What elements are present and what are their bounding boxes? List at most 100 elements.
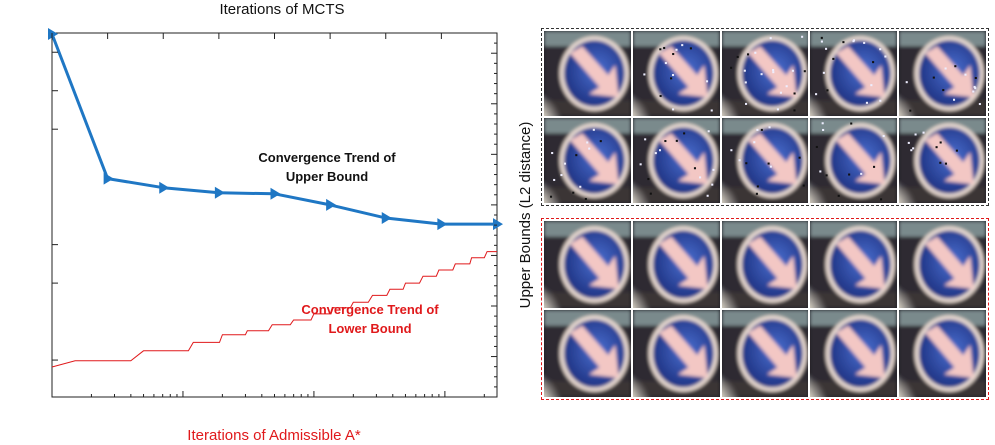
- sign-graphic: [632, 31, 720, 116]
- sign-graphic: [899, 221, 986, 308]
- right-axis-title: Upper Bounds (L2 distance): [517, 122, 534, 309]
- perturbation-pixel: [756, 185, 759, 188]
- perturbation-pixel: [838, 194, 841, 197]
- sign-graphic: [899, 31, 986, 116]
- sign-graphic: [899, 118, 986, 203]
- perturbation-pixel: [942, 89, 945, 92]
- perturbation-pixel: [659, 95, 662, 98]
- perturbation-pixel: [698, 176, 701, 179]
- lower-bound-annotation-line-2: Lower Bound: [328, 321, 411, 336]
- perturbation-pixel: [664, 62, 667, 65]
- perturbation-pixel: [944, 67, 947, 70]
- perturbation-pixel: [793, 109, 796, 112]
- upper-bound-point: [493, 218, 503, 231]
- perturbation-pixel: [932, 76, 936, 79]
- sign-graphic: [810, 31, 898, 116]
- perturbation-pixel: [575, 154, 578, 157]
- upper-bound-point: [437, 218, 448, 231]
- perturbation-pixel: [956, 149, 959, 152]
- sign-thumbnail: [899, 221, 986, 308]
- upper-bound-point: [103, 172, 114, 185]
- perturbation-pixel: [860, 172, 863, 175]
- perturbation-pixel: [819, 170, 822, 173]
- perturbation-pixel: [752, 141, 755, 144]
- perturbation-pixel: [705, 80, 708, 83]
- sign-graphic: [721, 310, 809, 397]
- perturbation-pixel: [744, 81, 747, 84]
- perturbation-pixel: [850, 122, 853, 125]
- perturbation-pixel: [822, 122, 825, 125]
- perturbation-pixel: [712, 168, 715, 171]
- perturbation-pixel: [822, 128, 825, 132]
- perturbation-pixel: [866, 101, 869, 104]
- perturbation-pixel: [755, 192, 758, 195]
- sign-graphic: [721, 118, 809, 203]
- perturbation-pixel: [553, 178, 556, 181]
- sign-graphic: [721, 221, 809, 308]
- perturbation-pixel: [815, 93, 818, 96]
- perturbation-pixel: [832, 57, 835, 60]
- perturbation-pixel: [825, 174, 829, 177]
- perturbation-pixel: [643, 73, 646, 76]
- sign-graphic: [544, 118, 631, 203]
- sign-graphic: [721, 31, 809, 116]
- perturbation-pixel: [746, 53, 749, 56]
- perturbation-pixel: [599, 140, 602, 143]
- bottom-axis-title: Iterations of Admissible A*: [187, 427, 361, 444]
- perturbation-pixel: [664, 140, 667, 143]
- perturbation-pixel: [884, 55, 887, 58]
- perturbation-pixel: [710, 109, 713, 112]
- perturbation-pixel: [791, 69, 794, 72]
- sign-graphic: [544, 221, 631, 308]
- perturbation-pixel: [872, 61, 875, 64]
- perturbation-pixel: [964, 73, 967, 76]
- perturbation-pixel: [802, 184, 805, 187]
- perturbation-pixel: [729, 149, 733, 152]
- perturbation-pixel: [816, 145, 819, 149]
- perturbation-pixel: [914, 133, 917, 136]
- perturbation-pixel: [821, 40, 824, 43]
- perturbation-pixel: [953, 98, 956, 101]
- sign-graphic: [544, 31, 631, 116]
- perturbation-pixel: [753, 51, 756, 54]
- sign-thumbnail: [721, 310, 809, 397]
- perturbation-pixel: [798, 156, 801, 159]
- sign-thumbnail: [632, 221, 720, 308]
- perturbation-pixel: [776, 108, 779, 111]
- perturbation-pixel: [826, 89, 829, 92]
- perturbation-pixel: [654, 152, 657, 155]
- perturbation-pixel: [825, 47, 828, 50]
- perturbation-pixel: [905, 81, 908, 84]
- upper-bound-point: [159, 181, 170, 194]
- perturbation-pixel: [592, 128, 595, 131]
- perturbation-pixel: [743, 69, 746, 72]
- upper-bound-series: [48, 28, 503, 231]
- perturbation-pixel: [769, 37, 772, 40]
- perturbation-pixel: [848, 173, 851, 176]
- perturbation-pixel: [771, 68, 774, 72]
- perturbation-pixel: [647, 178, 650, 181]
- perturbation-pixel: [579, 185, 582, 188]
- sign-graphic: [544, 310, 631, 397]
- perturbation-pixel: [880, 198, 883, 201]
- perturbation-pixel: [675, 139, 678, 142]
- perturbation-pixel: [800, 35, 803, 38]
- perturbation-pixel: [736, 55, 739, 58]
- perturbation-pixel: [973, 85, 976, 88]
- lower-bound-series: [51, 251, 497, 368]
- perturbation-pixel: [706, 194, 709, 197]
- sign-thumbnail: [632, 118, 720, 203]
- plot-area-frame: [51, 32, 498, 398]
- perturbation-pixel: [588, 147, 591, 150]
- sign-thumbnail: [899, 118, 986, 203]
- perturbation-pixel: [675, 48, 678, 51]
- perturbation-pixel: [922, 131, 925, 134]
- perturbation-pixel: [974, 76, 978, 80]
- perturbation-pixel: [760, 73, 763, 76]
- top-axis-title: Iterations of MCTS: [219, 1, 344, 18]
- lower-bound-annotation-line-1: Convergence Trend of: [301, 302, 439, 317]
- perturbation-pixel: [662, 46, 665, 50]
- upper-bound-point: [270, 187, 281, 200]
- perturbation-pixel: [979, 102, 982, 106]
- upper-bound-point: [381, 212, 392, 225]
